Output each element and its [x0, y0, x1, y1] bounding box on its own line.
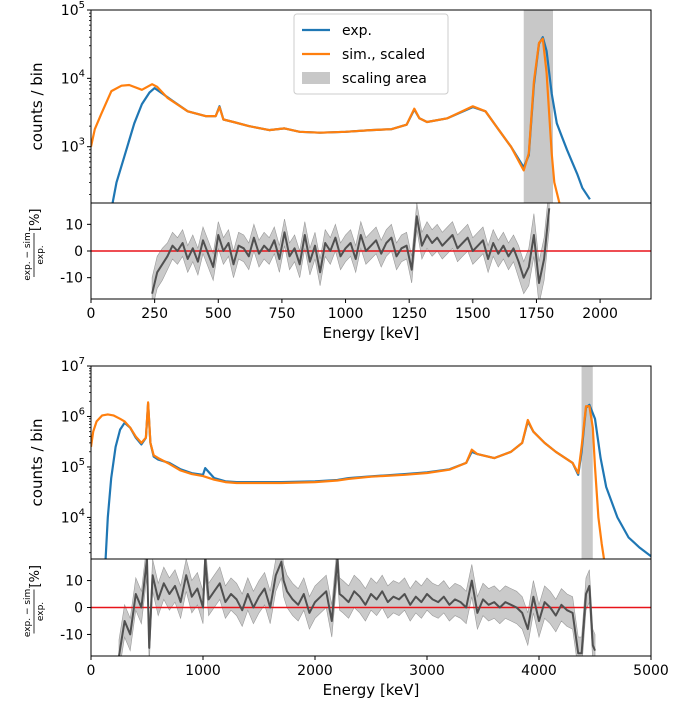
x-tick-label: 1500: [455, 306, 491, 322]
y-tick-label: 10: [65, 217, 83, 233]
x-tick-label: 0: [87, 306, 96, 322]
y-axis-label: counts / bin: [28, 63, 46, 151]
y-label-numerator: exp. − sim.: [23, 586, 33, 637]
x-tick-label: 500: [205, 306, 232, 322]
y-label-denominator: exp.: [36, 245, 46, 264]
y-tick-exponent: 3: [79, 137, 85, 148]
x-axis-label: Energy [keV]: [323, 681, 420, 699]
bottom-residual-axes: -10 0 10 0 1000 2000 3000 4000 5000 exp. − sim. ex…: [23, 558, 669, 699]
y-label-denominator: exp.: [36, 602, 46, 621]
y-tick-label: 0: [74, 244, 83, 260]
x-tick-label: 2000: [582, 306, 618, 322]
x-tick-label: 750: [269, 306, 296, 322]
y-tick-label: 10: [65, 574, 83, 590]
y-tick-exponent: 7: [79, 356, 85, 367]
exp-series-line: [104, 402, 651, 559]
y-tick-label: -10: [60, 627, 83, 643]
y-axis-label: exp. − sim. exp. [%]: [23, 209, 46, 281]
y-tick-label: 103: [61, 137, 85, 156]
scaling-area-band: [581, 366, 593, 559]
y-tick-label: -10: [60, 271, 83, 287]
y-tick-base: 10: [61, 409, 79, 425]
y-tick-exponent: 5: [79, 457, 85, 468]
legend-label: exp.: [342, 23, 372, 39]
y-tick-exponent: 6: [79, 406, 85, 417]
axes-frame: [90, 365, 652, 560]
residual-line: [151, 208, 551, 294]
y-tick-base: 10: [61, 71, 79, 87]
sim-series-line: [91, 37, 561, 203]
y-tick-label: 106: [61, 406, 85, 425]
y-tick-exponent: 4: [79, 68, 85, 79]
sim-series-line: [91, 401, 606, 559]
y-tick-exponent: 4: [79, 507, 85, 518]
y-tick-base: 10: [61, 140, 79, 156]
x-tick-label: 4000: [521, 663, 557, 679]
legend-label: scaling area: [342, 71, 427, 87]
legend-box: [293, 13, 449, 95]
residual-line: [118, 559, 596, 656]
y-tick-label: 104: [61, 68, 85, 87]
x-tick-label: 1000: [328, 306, 364, 322]
y-label-unit: [%]: [28, 565, 43, 588]
y-axis-label: exp. − sim. exp. [%]: [23, 565, 46, 637]
x-tick-label: 0: [87, 663, 96, 679]
x-axis-label: Energy [keV]: [323, 324, 420, 342]
top-residual-axes: -10 0 10 0 250 500 750 1000 1250 1500 1750 2000 exp.…: [23, 202, 652, 342]
y-axis-label: counts / bin: [28, 419, 46, 507]
y-label-unit: [%]: [28, 209, 43, 232]
y-tick-label: 107: [61, 356, 85, 375]
legend-label: sim., scaled: [342, 47, 425, 63]
y-tick-exponent: 5: [79, 0, 85, 11]
residual-error-band: [151, 203, 550, 299]
y-tick-base: 10: [61, 3, 79, 19]
x-tick-label: 5000: [633, 663, 669, 679]
y-tick-label: 0: [74, 601, 83, 617]
x-tick-label: 1750: [519, 306, 555, 322]
x-tick-label: 2000: [297, 663, 333, 679]
y-tick-label: 105: [61, 457, 85, 476]
y-tick-base: 10: [61, 510, 79, 526]
x-tick-label: 3000: [409, 663, 445, 679]
legend-swatch: [302, 72, 330, 84]
x-tick-label: 1000: [185, 663, 221, 679]
y-tick-base: 10: [61, 359, 79, 375]
y-tick-label: 105: [61, 0, 85, 19]
x-tick-label: 250: [141, 306, 168, 322]
y-label-numerator: exp. − sim.: [23, 229, 33, 280]
y-tick-label: 104: [61, 507, 85, 526]
y-tick-base: 10: [61, 460, 79, 476]
x-tick-label: 1250: [391, 306, 427, 322]
